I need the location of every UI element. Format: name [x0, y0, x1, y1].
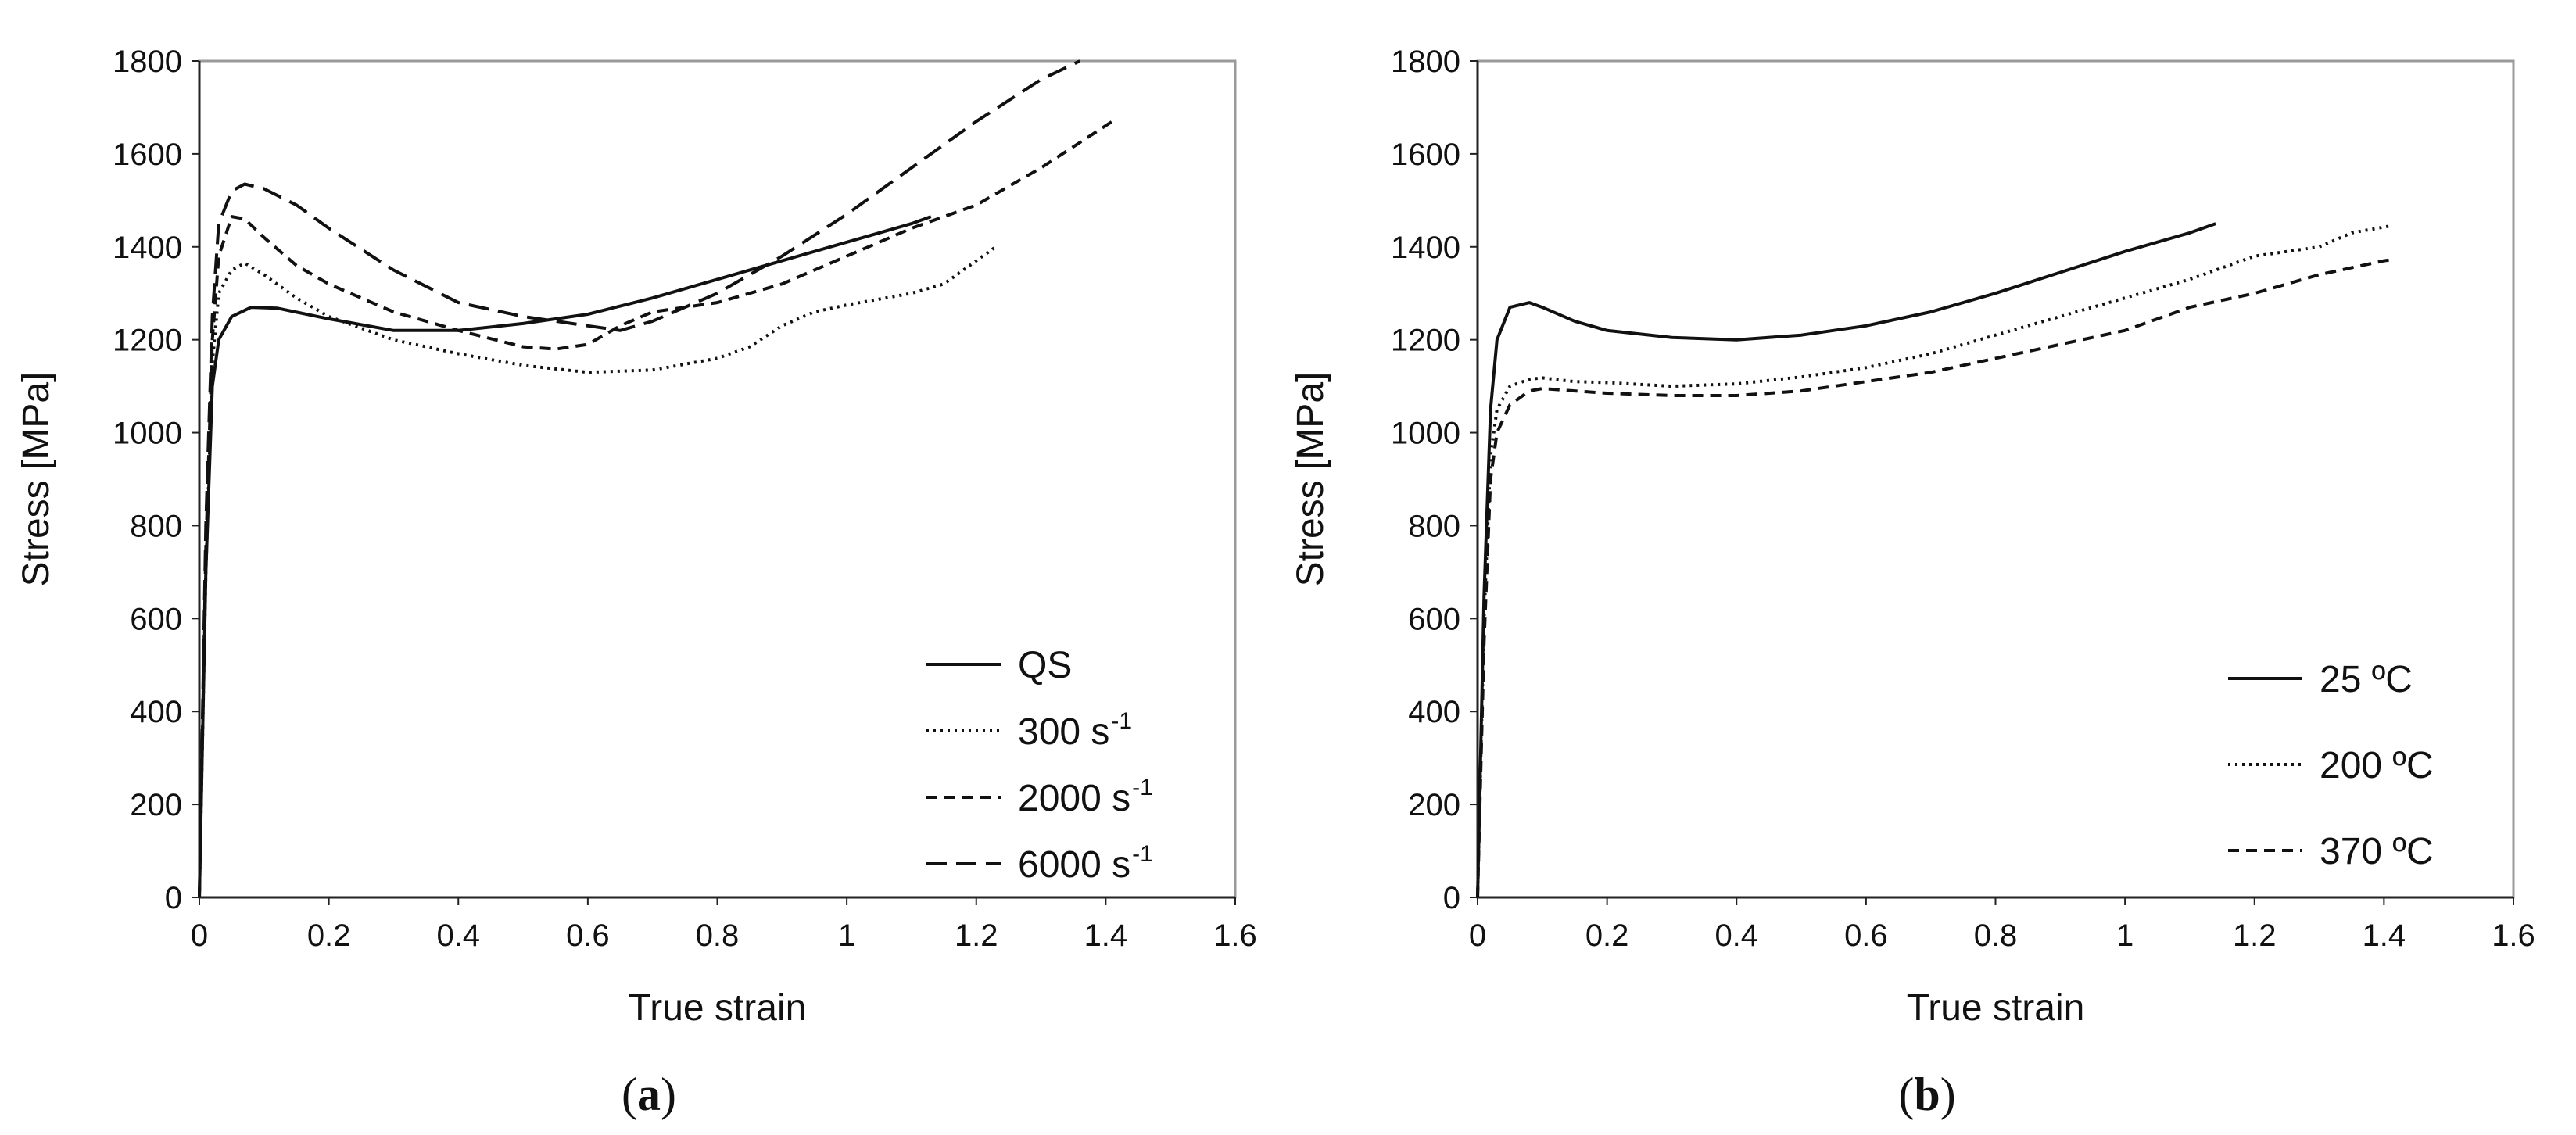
x-tick-label: 1.4	[1084, 918, 1128, 953]
x-tick-label: 0.2	[1585, 918, 1629, 953]
x-tick-label: 0.8	[1974, 918, 2018, 953]
y-tick-label: 1800	[1391, 45, 1460, 79]
y-axis-title: Stress [MPa]	[16, 372, 57, 587]
y-tick-label: 400	[1408, 695, 1460, 729]
series-line-3	[198, 120, 1113, 898]
x-tick-label: 1.6	[2492, 918, 2535, 953]
x-axis-title: True strain	[629, 987, 807, 1029]
panel-label: (a)	[622, 1069, 676, 1120]
y-tick-label: 600	[1408, 602, 1460, 636]
y-tick-label: 1000	[113, 417, 182, 451]
x-tick-label: 0.6	[566, 918, 610, 953]
x-tick-label: 0.6	[1844, 918, 1888, 953]
legend-label: 6000 s-1	[1018, 841, 1153, 886]
panel-label: (b)	[1898, 1069, 1955, 1120]
series-line-1	[198, 215, 932, 898]
y-axis-title: Stress [MPa]	[1290, 372, 1331, 587]
y-tick-label: 1600	[113, 138, 182, 172]
x-tick-label: 1.6	[1213, 918, 1257, 953]
legend-label: 2000 s-1	[1018, 775, 1153, 819]
plot-frame	[198, 59, 1237, 899]
legend-superscript: -1	[1132, 775, 1153, 800]
y-tick-label: 800	[1408, 509, 1460, 543]
legend-label: 200 ºC	[2320, 745, 2434, 786]
x-tick-label: 1.4	[2363, 918, 2406, 953]
y-tick-label: 1400	[1391, 231, 1460, 265]
legend-label: 25 ºC	[2320, 659, 2413, 700]
y-tick-label: 0	[1443, 881, 1460, 915]
legend-superscript: -1	[1111, 708, 1132, 734]
y-tick-label: 600	[130, 602, 182, 636]
legend-label: 300 s-1	[1018, 708, 1132, 753]
y-tick-label: 800	[130, 509, 182, 543]
panel-b: 0 200 400 600 800 1000 1200 1400 1600 1800 0 0.2 0.4…	[1290, 45, 2535, 1120]
x-tick-label: 0.4	[1714, 918, 1758, 953]
y-tick-label: 0	[165, 881, 182, 915]
series-line-1	[1476, 222, 2216, 898]
x-tick-label: 1.2	[2233, 918, 2277, 953]
series-line-2	[1476, 224, 2391, 898]
y-tick-label: 1400	[113, 231, 182, 265]
panel-a: 0 200 400 600 800 1000 1200 1400 1600 1800 0 0.2 0.4…	[16, 45, 1257, 1120]
x-tick-label: 1	[2116, 918, 2134, 953]
x-tick-label: 0.4	[436, 918, 480, 953]
legend-label: 370 ºC	[2320, 831, 2434, 872]
y-tick-label: 400	[130, 695, 182, 729]
series-line-4	[198, 59, 1081, 898]
y-tick-label: 1000	[1391, 417, 1460, 451]
y-tick-label: 1800	[113, 45, 182, 79]
x-tick-label: 0	[191, 918, 208, 953]
x-tick-label: 0	[1469, 918, 1486, 953]
y-tick-label: 1200	[113, 324, 182, 358]
y-tick-label: 1200	[1391, 324, 1460, 358]
x-tick-label: 0.8	[696, 918, 740, 953]
x-tick-label: 0.2	[307, 918, 351, 953]
series-line-3	[1476, 258, 2391, 898]
y-tick-label: 1600	[1391, 138, 1460, 172]
x-axis-title: True strain	[1907, 987, 2085, 1029]
y-tick-label: 200	[130, 788, 182, 822]
x-tick-label: 1.2	[955, 918, 998, 953]
legend-superscript: -1	[1132, 841, 1153, 867]
series-line-2	[198, 245, 997, 898]
legend-label: QS	[1018, 645, 1072, 686]
x-tick-label: 1	[838, 918, 855, 953]
y-tick-label: 200	[1408, 788, 1460, 822]
